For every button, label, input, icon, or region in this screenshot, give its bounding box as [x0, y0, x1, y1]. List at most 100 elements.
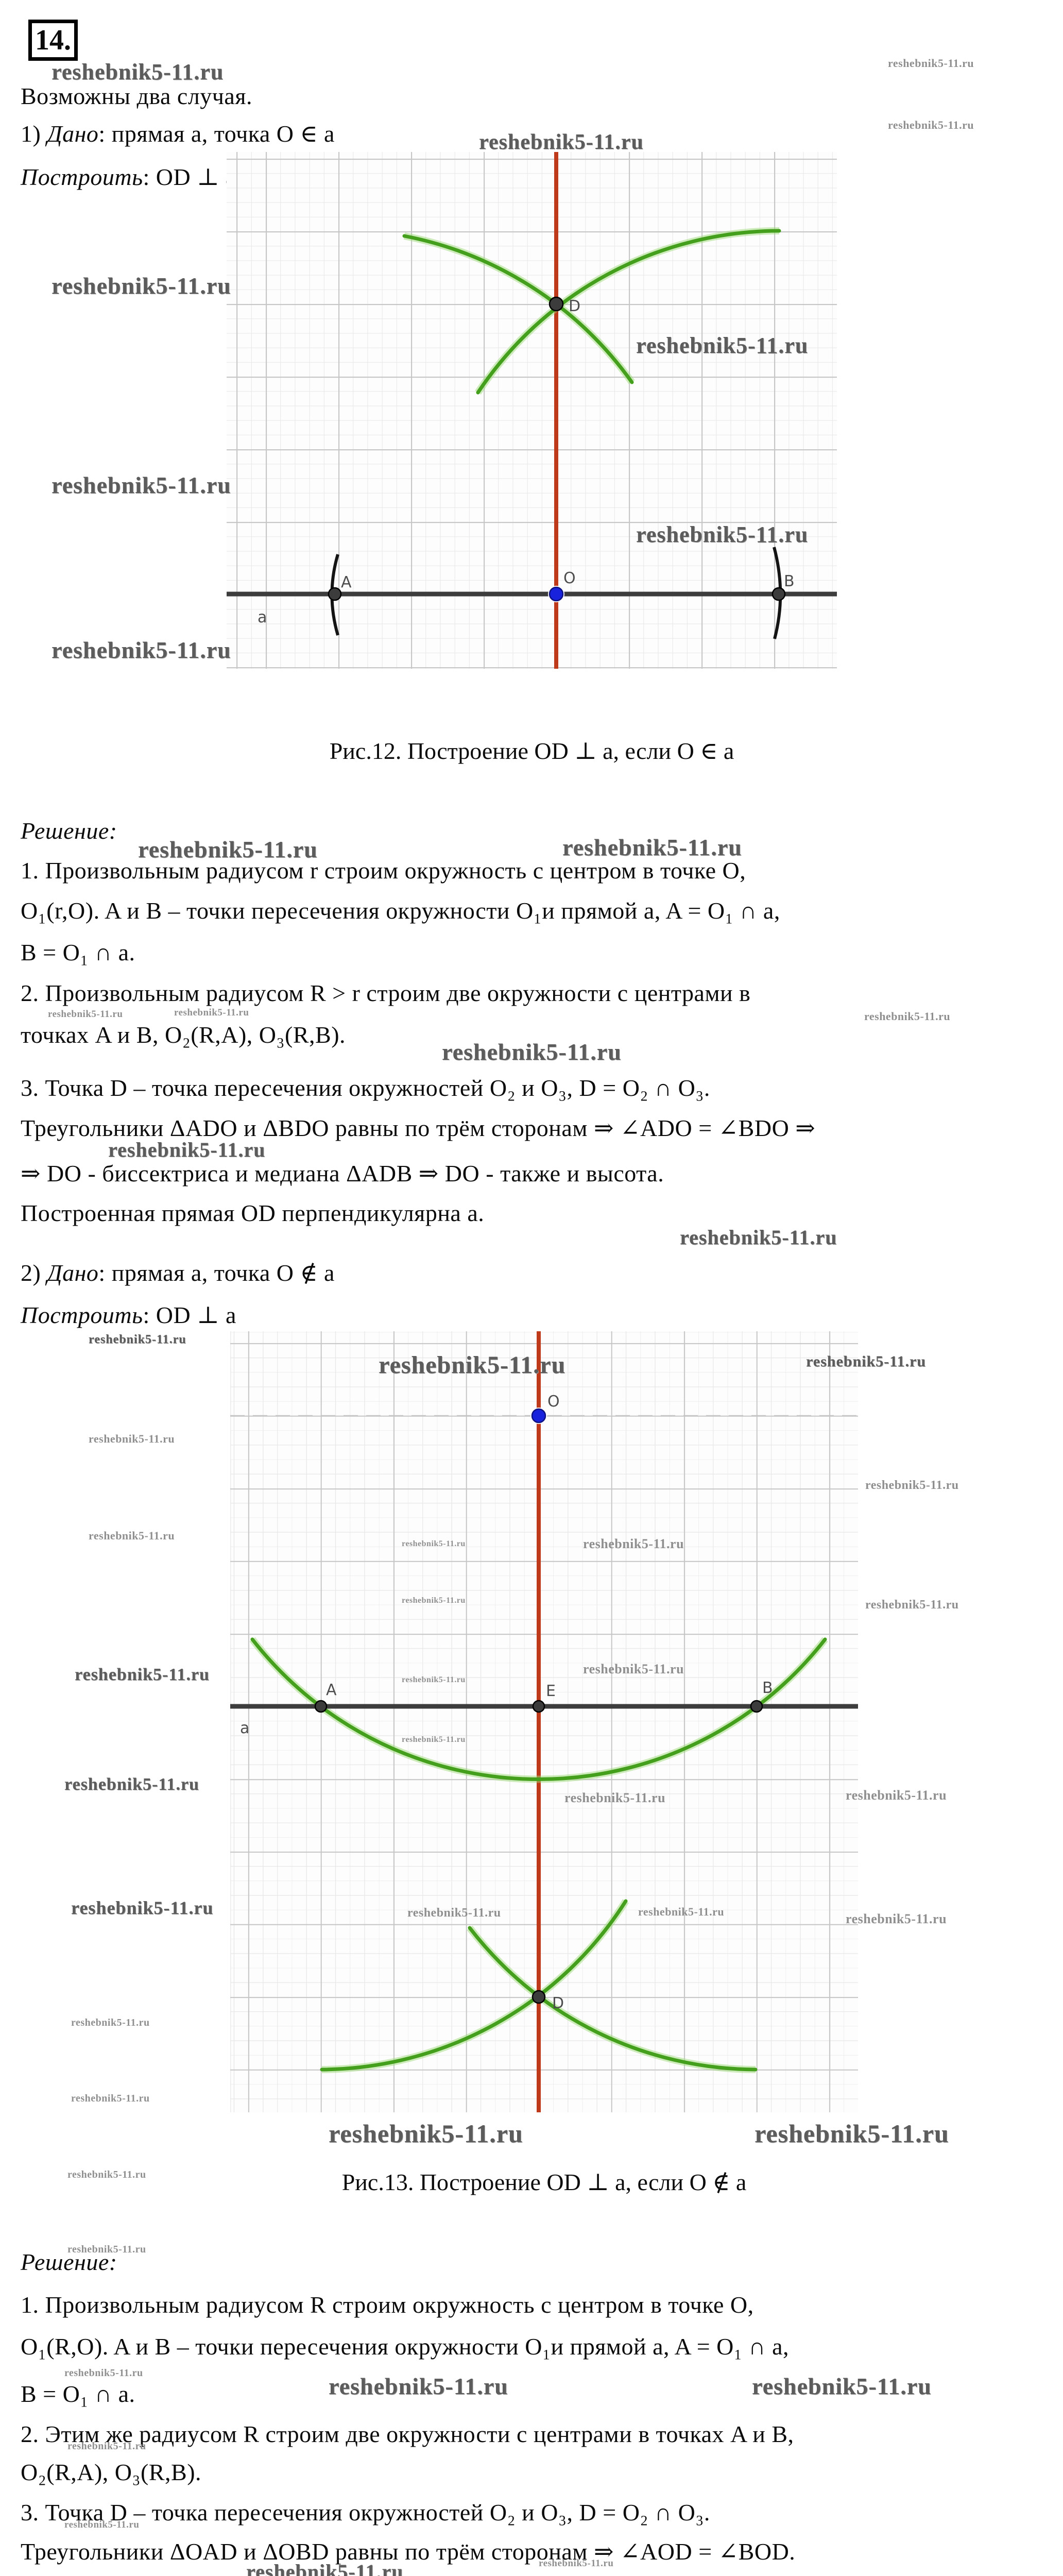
watermark: reshebnik5-11.ru [636, 522, 809, 547]
watermark: reshebnik5-11.ru [64, 1775, 199, 1794]
watermark: reshebnik5-11.ru [246, 2560, 404, 2576]
point-D [532, 1990, 546, 2004]
watermark: reshebnik5-11.ru [636, 333, 809, 358]
figure-12-caption: Рис.12. Построение OD ⊥ a, если O ∈ a [329, 738, 734, 764]
watermark: reshebnik5-11.ru [52, 273, 231, 299]
solution1-step: O₁(r,O). A и B – точки пересечения окруж… [21, 897, 780, 924]
solution2-step: 2. Этим же радиусом R строим две окружно… [21, 2421, 794, 2447]
watermark: reshebnik5-11.ru [52, 59, 224, 84]
problem-number: 14. [35, 24, 71, 56]
solution2-step: Треугольники ΔOAD и ΔOBD равны по трём с… [21, 2538, 796, 2565]
arc-circle-o3 [476, 229, 781, 395]
watermark: reshebnik5-11.ru [583, 1536, 684, 1551]
point-O [531, 1408, 546, 1423]
watermark: reshebnik5-11.ru [680, 1226, 837, 1249]
solution1-step: Треугольники ΔADO и ΔBDO равны по трём с… [21, 1115, 816, 1141]
solution1-step: B = O₁ ∩ a. [21, 939, 135, 965]
label-O: O [563, 569, 576, 587]
watermark: reshebnik5-11.ru [755, 2119, 949, 2148]
label-A: A [341, 573, 352, 591]
watermark: reshebnik5-11.ru [48, 1009, 123, 1020]
watermark: reshebnik5-11.ru [64, 2519, 140, 2530]
problem-number-box: 14. [28, 20, 78, 61]
solution1-step: 2. Произвольным радиусом R > r строим дв… [21, 980, 751, 1006]
solution2-step: O₁(R,O). A и B – точки пересечения окруж… [21, 2333, 790, 2360]
watermark: reshebnik5-11.ru [752, 2373, 932, 2399]
watermark: reshebnik5-11.ru [75, 1665, 210, 1684]
watermark: reshebnik5-11.ru [379, 1351, 566, 1379]
case1-given-line: 1) Дано: прямая a, точка O ∈ a [21, 120, 335, 147]
case1-given-label: Дано [47, 121, 99, 147]
label-line-a: a [240, 1719, 249, 1737]
solution1-step: точках A и B, O₂(R,A), O₃(R,B). [21, 1022, 346, 1048]
circle-o2-halo [321, 1899, 629, 2073]
point-O [548, 586, 564, 602]
watermark: reshebnik5-11.ru [402, 1596, 466, 1605]
case2-number: 2) [21, 1260, 47, 1286]
watermark: reshebnik5-11.ru [402, 1675, 466, 1684]
watermark: reshebnik5-11.ru [71, 2093, 150, 2104]
solution2-step: 3. Точка D – точка пересечения окружност… [21, 2499, 710, 2526]
solution1-label: Решение: [21, 818, 117, 844]
watermark: reshebnik5-11.ru [846, 1911, 947, 1926]
watermark: reshebnik5-11.ru [806, 1353, 926, 1370]
solution1-step: 3. Точка D – точка пересечения окружност… [21, 1075, 710, 1101]
watermark: reshebnik5-11.ru [52, 637, 231, 663]
watermark: reshebnik5-11.ru [64, 2367, 143, 2379]
watermark: reshebnik5-11.ru [479, 130, 644, 154]
case2-given-line: 2) Дано: прямая a, точка O ∉ a [21, 1259, 335, 1286]
watermark: reshebnik5-11.ru [67, 2169, 146, 2180]
solution2-step: B = O₁ ∩ a. [21, 2381, 135, 2407]
solution2-step: O₂(R,A), O₃(R,B). [21, 2459, 202, 2485]
label-A: A [326, 1681, 337, 1699]
watermark: reshebnik5-11.ru [562, 834, 742, 860]
label-D: D [569, 297, 580, 315]
watermark: reshebnik5-11.ru [865, 1479, 959, 1492]
watermark: reshebnik5-11.ru [442, 1039, 622, 1065]
point-D [548, 296, 564, 312]
watermark: reshebnik5-11.ru [864, 1010, 951, 1023]
arc-circle-o2 [402, 234, 634, 384]
watermark: reshebnik5-11.ru [539, 2558, 614, 2569]
watermark: reshebnik5-11.ru [888, 118, 974, 131]
figure-13-construction: A E B O D a [230, 1331, 858, 2112]
intro-text: Возможны два случая. [21, 83, 252, 109]
solution1-step: Построенная прямая OD перпендикулярна a. [21, 1200, 485, 1226]
watermark: reshebnik5-11.ru [138, 836, 318, 862]
figure-12-construction: A O B D a [227, 152, 837, 669]
watermark: reshebnik5-11.ru [71, 1897, 214, 1918]
watermark: reshebnik5-11.ru [108, 1138, 266, 1161]
label-B: B [784, 572, 795, 590]
watermark: reshebnik5-11.ru [407, 1906, 501, 1920]
watermark: reshebnik5-11.ru [865, 1598, 959, 1612]
solution1-step: ⇒ DO - биссектриса и медиана ΔADB ⇒ DO -… [21, 1160, 664, 1187]
arc-circle-o2 [320, 1899, 628, 2072]
circle-o3-halo [467, 1925, 756, 2073]
watermark: reshebnik5-11.ru [89, 1432, 175, 1445]
watermark: reshebnik5-11.ru [52, 472, 231, 498]
solution1-step: 1. Произвольным радиусом r строим окружн… [21, 857, 746, 884]
watermark: reshebnik5-11.ru [89, 1333, 186, 1346]
watermark: reshebnik5-11.ru [67, 2441, 146, 2452]
case2-given-label: Дано [47, 1260, 99, 1286]
case2-construct-line: Построить: OD ⊥ a [21, 1301, 236, 1329]
watermark: reshebnik5-11.ru [67, 2244, 146, 2255]
case1-number: 1) [21, 121, 47, 147]
solution2-label: Решение: [21, 2249, 117, 2275]
watermark: reshebnik5-11.ru [846, 1788, 947, 1803]
watermark: reshebnik5-11.ru [402, 1735, 466, 1744]
figure-13-caption: Рис.13. Построение OD ⊥ a, если O ∉ a [341, 2169, 747, 2195]
case1-construct-rest: : OD ⊥ a [143, 164, 236, 190]
label-B: B [762, 1679, 773, 1697]
watermark: reshebnik5-11.ru [329, 2119, 523, 2148]
case2-construct-rest: : OD ⊥ a [143, 1302, 236, 1328]
case2-construct-label: Построить [21, 1302, 143, 1328]
watermark: reshebnik5-11.ru [174, 1007, 249, 1018]
case1-construct-label: Построить [21, 164, 143, 190]
point-E [532, 1700, 545, 1713]
label-O: O [547, 1393, 560, 1411]
watermark: reshebnik5-11.ru [583, 1662, 684, 1676]
watermark: reshebnik5-11.ru [329, 2373, 508, 2399]
label-line-a: a [258, 608, 267, 626]
